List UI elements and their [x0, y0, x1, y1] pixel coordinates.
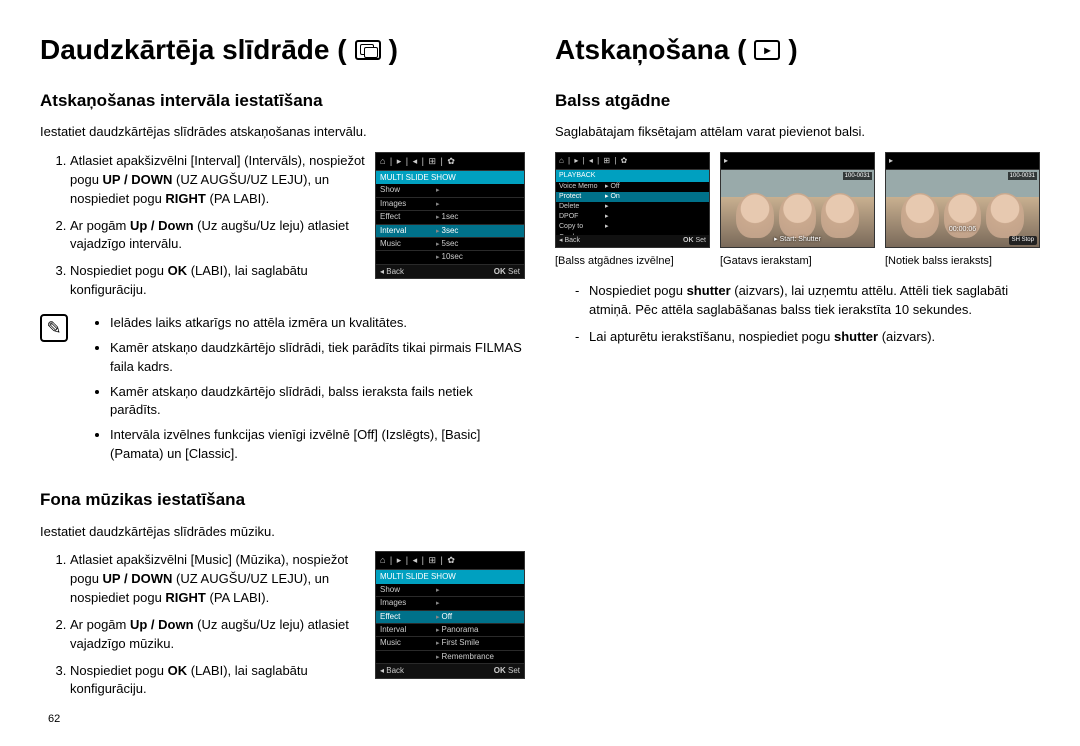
left-sec1-intro: Iestatiet daudzkārtējas slīdrādes atskaņ… — [40, 123, 525, 142]
shot-back: Back — [380, 267, 404, 277]
menu-row: EffectOff — [376, 611, 524, 624]
play-icon — [754, 40, 780, 60]
note-bullets: Ielādes laiks atkarīgs no attēla izmēra … — [78, 314, 525, 464]
mini-caption: [Balss atgādnes izvēlne] — [555, 254, 710, 270]
menu-row: 10sec — [376, 251, 524, 264]
right-h2: Balss atgādne — [555, 89, 1040, 114]
multi-slide-icon — [355, 40, 381, 60]
mini-screen: ▸100-0031▸ Start: Shutter — [720, 152, 875, 248]
list-item: Lai apturētu ierakstīšanu, nospiediet po… — [575, 328, 1040, 347]
list-item: Nospiediet pogu shutter (aizvars), lai u… — [575, 282, 1040, 320]
page: Daudzkārtēja slīdrāde ( ) Atskaņošanas i… — [40, 30, 1040, 726]
note-block: ✎ Ielādes laiks atkarīgs no attēla izmēr… — [40, 314, 525, 470]
shot-title: MULTI SLIDE SHOW — [376, 171, 524, 185]
mini-captions: [Balss atgādnes izvēlne] [Gatavs ieraksta… — [555, 254, 1040, 270]
mini-screens: ⌂ | ▸ | ◂ | ⊞ | ✿PLAYBACKVoice Memo▸ Off… — [555, 152, 1040, 248]
right-column: Atskaņošana ( ) Balss atgādne Saglabātaj… — [555, 30, 1040, 726]
screenshot-music: ⌂ | ▸ | ◂ | ⊞ | ✿ MULTI SLIDE SHOW ShowI… — [375, 551, 525, 678]
menu-row: Music5sec — [376, 238, 524, 251]
shot-rows: ShowImagesEffect1secInterval3secMusic5se… — [376, 184, 524, 264]
menu-row: MusicFirst Smile — [376, 637, 524, 650]
mini-screen: ⌂ | ▸ | ◂ | ⊞ | ✿PLAYBACKVoice Memo▸ Off… — [555, 152, 710, 248]
left-sec1-body: ⌂ | ▸ | ◂ | ⊞ | ✿ MULTI SLIDE SHOW ShowI… — [40, 152, 525, 308]
left-h1: Daudzkārtēja slīdrāde ( ) — [40, 30, 525, 71]
shot2-title: MULTI SLIDE SHOW — [376, 570, 524, 584]
shot-ok: OK OK SetSet — [494, 267, 520, 277]
left-sec2-intro: Iestatiet daudzkārtējas slīdrādes mūziku… — [40, 523, 525, 542]
left-h1-close: ) — [389, 30, 398, 71]
menu-row: Show — [376, 184, 524, 197]
note-body: Ielādes laiks atkarīgs no attēla izmēra … — [78, 314, 525, 470]
left-sec2-body: ⌂ | ▸ | ◂ | ⊞ | ✿ MULTI SLIDE SHOW ShowI… — [40, 551, 525, 707]
left-h1-text: Daudzkārtēja slīdrāde ( — [40, 30, 347, 71]
menu-row: Interval3sec — [376, 225, 524, 238]
shot2-foot: Back OK Set — [376, 664, 524, 678]
mini-screen: ▸100-003100:00:06SH Stop — [885, 152, 1040, 248]
right-h1-close: ) — [788, 30, 797, 71]
list-item: Kamēr atskaņo daudzkārtējo slīdrādi, bal… — [110, 383, 525, 421]
shot2-back: Back — [380, 666, 404, 676]
left-column: Daudzkārtēja slīdrāde ( ) Atskaņošanas i… — [40, 30, 525, 726]
shot2-rows: ShowImagesEffectOffIntervalPanoramaMusic… — [376, 584, 524, 664]
list-item: Ielādes laiks atkarīgs no attēla izmēra … — [110, 314, 525, 333]
shot2-ok: OK Set — [494, 666, 520, 676]
right-h1: Atskaņošana ( ) — [555, 30, 1040, 71]
list-item: Kamēr atskaņo daudzkārtējo slīdrādi, tie… — [110, 339, 525, 377]
note-icon: ✎ — [40, 314, 68, 342]
right-h1-text: Atskaņošana ( — [555, 30, 746, 71]
list-item: Intervāla izvēlnes funkcijas vienīgi izv… — [110, 426, 525, 464]
mini-caption: [Gatavs ierakstam] — [720, 254, 875, 270]
left-sec1-h2: Atskaņošanas intervāla iestatīšana — [40, 89, 525, 114]
menu-row: Effect1sec — [376, 211, 524, 224]
right-intro: Saglabātajam fiksētajam attēlam varat pi… — [555, 123, 1040, 142]
menu-row: IntervalPanorama — [376, 624, 524, 637]
left-sec2-h2: Fona mūzikas iestatīšana — [40, 488, 525, 513]
shot-foot: Back OK OK SetSet — [376, 265, 524, 279]
menu-row: Show — [376, 584, 524, 597]
shot-topbar: ⌂ | ▸ | ◂ | ⊞ | ✿ — [376, 153, 524, 171]
shot2-topbar: ⌂ | ▸ | ◂ | ⊞ | ✿ — [376, 552, 524, 570]
menu-row: Images — [376, 198, 524, 211]
menu-row: Images — [376, 597, 524, 610]
page-number: 62 — [48, 712, 60, 728]
screenshot-interval: ⌂ | ▸ | ◂ | ⊞ | ✿ MULTI SLIDE SHOW ShowI… — [375, 152, 525, 279]
menu-row: Remembrance — [376, 651, 524, 664]
right-dashes: Nospiediet pogu shutter (aizvars), lai u… — [555, 282, 1040, 347]
mini-caption: [Notiek balss ieraksts] — [885, 254, 1040, 270]
